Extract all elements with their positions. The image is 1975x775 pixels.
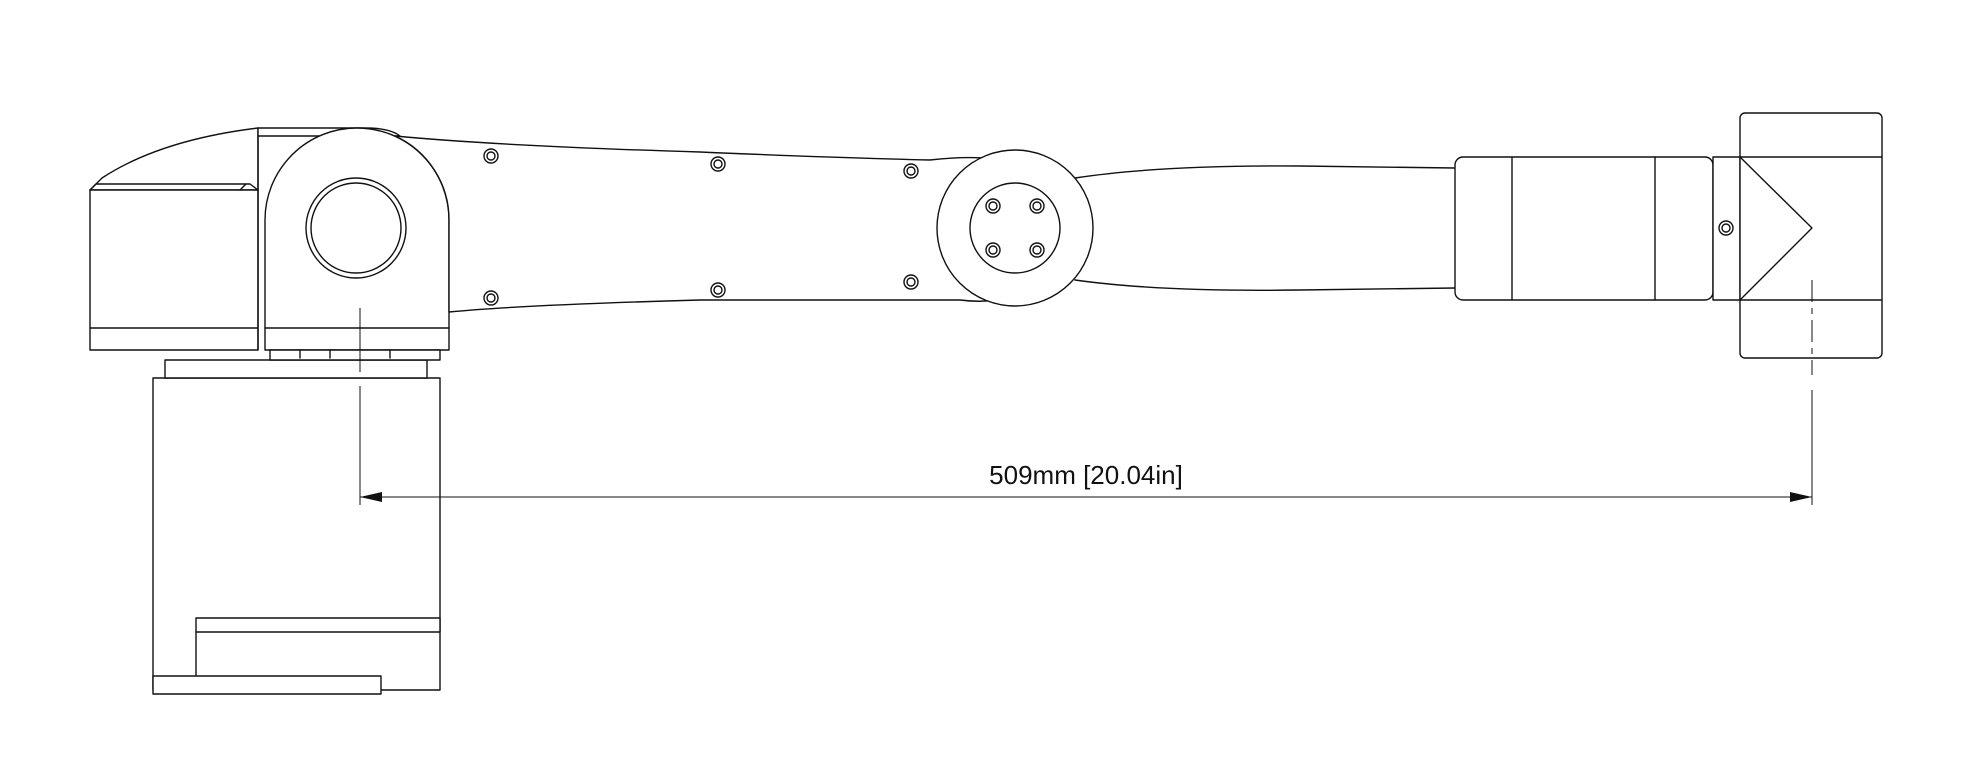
reach-dimension-label: 509mm [20.04in] [989,460,1183,490]
wrist-housing [1454,156,1741,301]
forearm-link [1074,165,1456,291]
upper-arm-link [394,135,1031,313]
tool-flange [1718,112,1883,359]
shoulder-joint-housing [257,127,450,361]
axis-center-lines [359,280,1813,505]
mounting-pedestal [152,359,441,695]
reach-dimension: 509mm [20.04in] [360,460,1812,502]
elbow-joint [936,149,1094,307]
base-housing [89,127,259,351]
